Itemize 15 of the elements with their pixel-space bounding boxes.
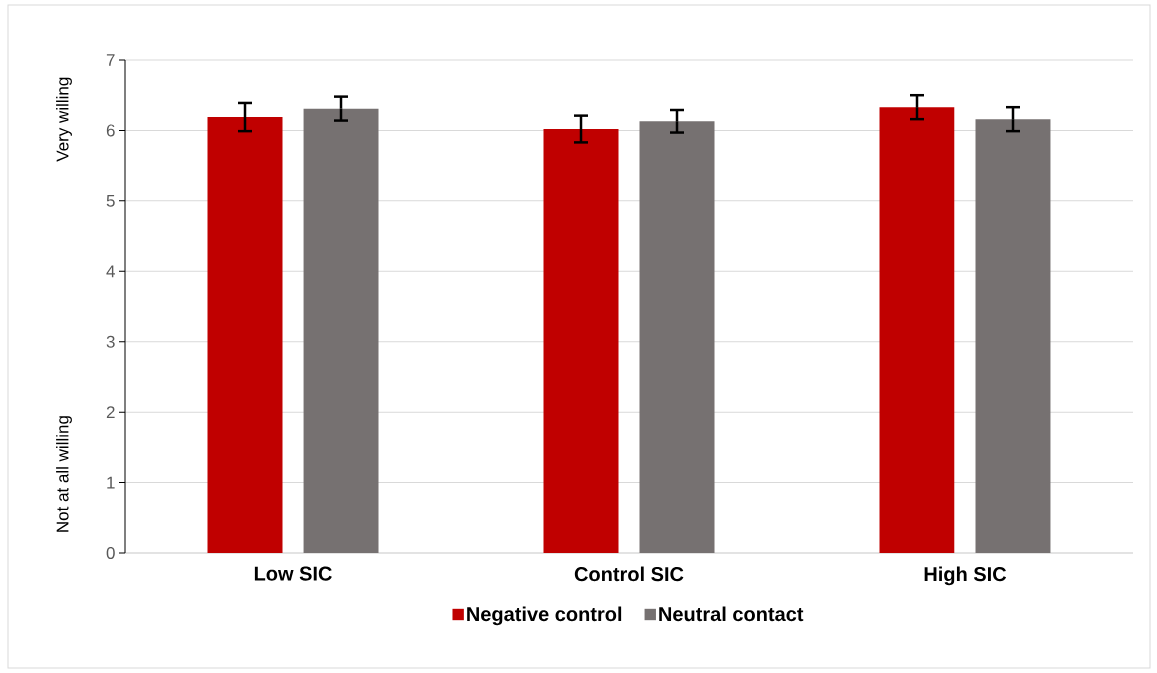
x-tick-label: Low SIC	[254, 566, 332, 581]
y-tick-label: 5	[106, 194, 115, 207]
text: Very willing	[56, 77, 72, 162]
x-tick-label: Control SIC	[574, 566, 684, 582]
text: Not at all willing	[56, 416, 72, 532]
y-tick-label: 7	[106, 54, 115, 66]
legend-label: Neutral contact	[659, 606, 804, 622]
y-tick-label: 0	[106, 546, 115, 560]
legend-label: Negative control	[467, 606, 622, 626]
x-tick-label: High SIC	[924, 566, 1007, 586]
y-tick-label: 1	[107, 476, 115, 489]
y-tick-label: 4	[106, 265, 115, 278]
y-tick-label: 6	[106, 124, 115, 137]
y-tick-label: 2	[106, 406, 115, 419]
y-tick-label: 3	[106, 335, 115, 348]
